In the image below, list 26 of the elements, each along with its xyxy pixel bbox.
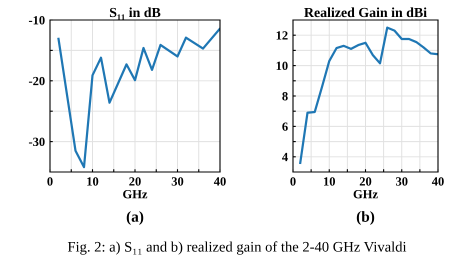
y-tick-label: -20 xyxy=(28,76,45,86)
chart-title: Realized Gain in dBi xyxy=(304,7,427,18)
x-tick-label: 0 xyxy=(47,177,53,186)
y-tick-label: 6 xyxy=(282,122,288,131)
x-tick-label: 20 xyxy=(129,177,141,186)
x-tick-label: 20 xyxy=(360,177,372,186)
line-series xyxy=(57,27,220,168)
x-tick-label: 10 xyxy=(324,177,336,186)
x-axis-title: GHz xyxy=(123,190,148,198)
line-series xyxy=(299,26,438,164)
y-tick-label: -30 xyxy=(28,138,45,146)
x-tick-label: 30 xyxy=(172,177,184,186)
text: (a) xyxy=(126,211,144,225)
y-tick-label: 12 xyxy=(276,31,288,40)
caption: Fig. 2: a) S₁₁ and b) realized gain of the 2-40 GHz Vivaldi xyxy=(68,241,406,255)
y-tick-label: 8 xyxy=(282,92,288,100)
x-axis-title: GHz xyxy=(354,190,378,198)
y-tick-label: 10 xyxy=(276,62,288,70)
text: (b) xyxy=(356,211,374,225)
x-tick-label: 40 xyxy=(214,177,226,186)
x-tick-label: 0 xyxy=(290,177,296,186)
y-tick-label: 4 xyxy=(282,152,288,162)
x-tick-label: 30 xyxy=(396,177,408,186)
x-tick-label: 40 xyxy=(432,177,444,186)
x-tick-label: 10 xyxy=(87,177,98,186)
y-tick-label: -10 xyxy=(28,16,45,24)
